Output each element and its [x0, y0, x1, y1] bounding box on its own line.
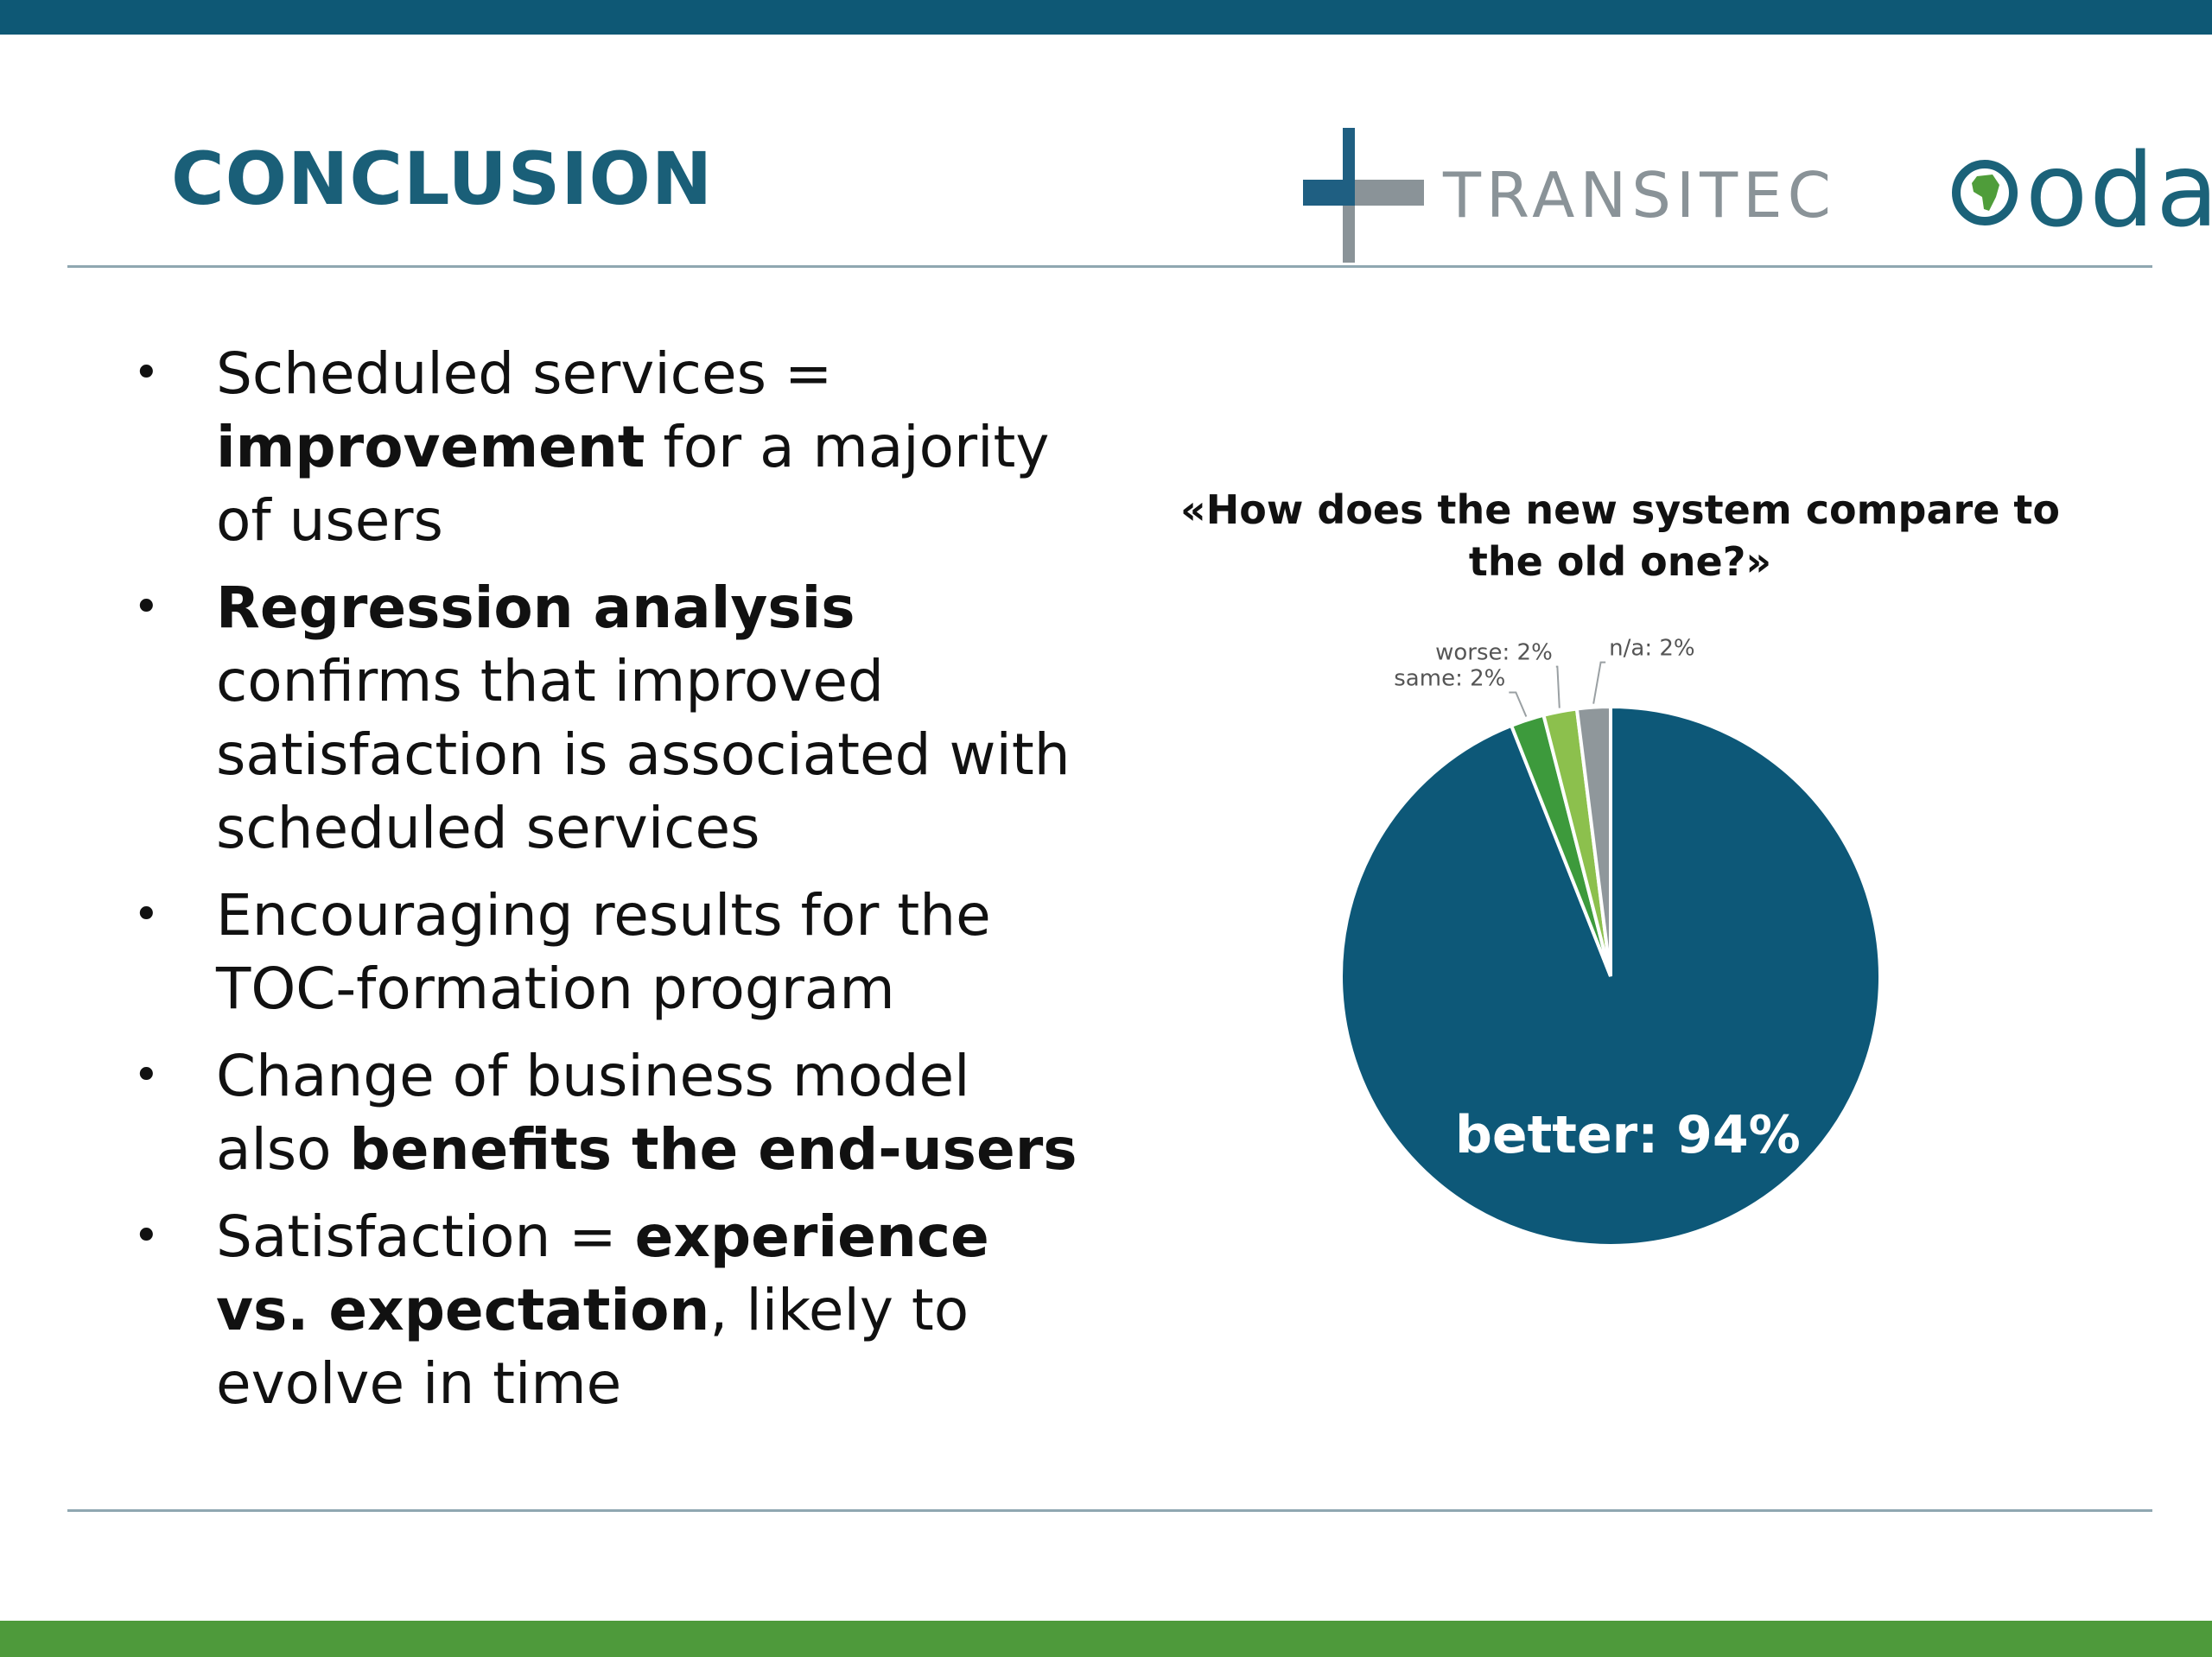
pie-data-label: better: 94% — [1455, 1105, 1801, 1165]
pie-leader-line — [1592, 661, 1606, 704]
bullet-item: • Satisfaction = experience vs. expectati… — [130, 1200, 1089, 1420]
oda-logo: oda — [1951, 130, 2212, 251]
bottom-accent-bar — [0, 1621, 2212, 1657]
oda-wordmark: oda — [2025, 130, 2212, 250]
bullet-emphasis: experience vs. expectation — [216, 1203, 989, 1343]
bullet-emphasis: improvement — [216, 414, 645, 480]
bullet-item: • Regression analysis confirms that impro… — [130, 571, 1089, 865]
header-divider — [67, 265, 2152, 268]
bullet-text: Satisfaction = — [216, 1203, 635, 1270]
pie-data-label: n/a: 2% — [1609, 636, 1694, 662]
bullet-item: • Scheduled services = improvement for a … — [130, 337, 1089, 557]
transitec-cross-icon — [1303, 128, 1424, 263]
bullet-text: Encouraging results for the TOC-formatio… — [216, 882, 991, 1022]
transitec-wordmark: TRANSITEC — [1443, 159, 1836, 232]
bullet-text: , likely to evolve in time — [216, 1277, 969, 1417]
bullet-dot-icon: • — [133, 581, 160, 633]
bullet-dot-icon: • — [133, 1210, 160, 1262]
bullet-item: • Change of business model also benefits … — [130, 1039, 1089, 1186]
bullet-text: confirms that improved satisfaction is a… — [216, 648, 1071, 861]
bullet-dot-icon: • — [133, 1050, 160, 1101]
slide-title: CONCLUSION — [171, 136, 714, 221]
africa-globe-icon — [1952, 160, 2018, 225]
bullet-text: Change of business model also — [216, 1043, 970, 1183]
pie-data-label: worse: 2% — [1435, 640, 1553, 666]
chart-title: «How does the new system compare to the … — [1180, 486, 2060, 585]
top-accent-bar — [0, 0, 2212, 35]
footer-divider — [67, 1509, 2152, 1512]
bullet-text: for a majority of users — [216, 414, 1050, 554]
bullet-emphasis: benefits the end-users — [349, 1116, 1077, 1183]
bullet-text: Scheduled services = — [216, 340, 833, 407]
bullet-dot-icon: • — [133, 347, 160, 399]
pie-chart: better: 94% same: 2%worse: 2% n/a: 2% — [1339, 636, 1882, 1248]
pie-leader-line — [1555, 665, 1560, 708]
bullet-item: • Encouraging results for the TOC-formati… — [130, 879, 1089, 1025]
bullet-dot-icon: • — [133, 889, 160, 941]
bullet-emphasis: Regression analysis — [216, 575, 855, 641]
conclusion-bullet-list: • Scheduled services = improvement for a … — [130, 337, 1089, 1434]
pie-leader-line — [1509, 691, 1528, 717]
pie-slice-na — [1574, 704, 1612, 977]
pie-data-label: same: 2% — [1394, 665, 1505, 691]
transitec-logo: TRANSITEC — [1303, 128, 1977, 263]
